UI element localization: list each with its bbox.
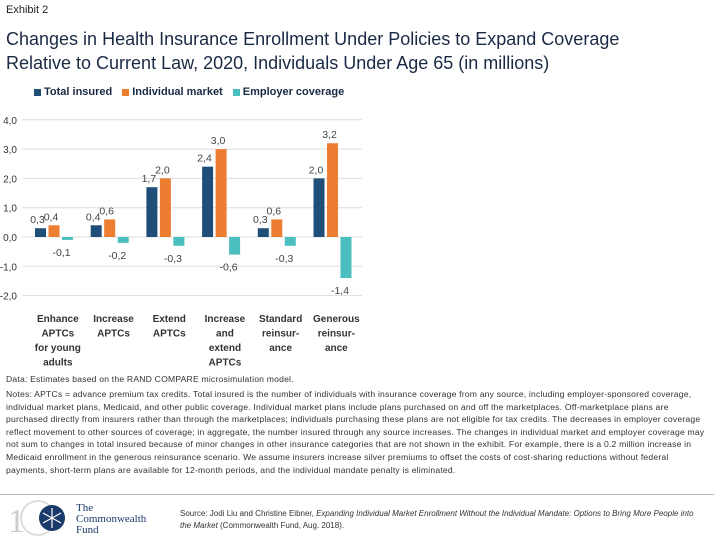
bar <box>340 237 352 279</box>
data-label: 0,3 <box>253 214 268 226</box>
x-tick-label: APTCs <box>209 358 242 369</box>
x-tick-label: APTCs <box>97 329 130 340</box>
y-tick-label: -1,0 <box>0 262 17 273</box>
bar <box>146 187 158 237</box>
legend: Total insured Individual market Employer… <box>34 86 344 98</box>
bar <box>271 219 283 237</box>
legend-swatch <box>122 88 130 96</box>
notes: Notes: APTCs = advance premium tax credi… <box>6 389 705 475</box>
x-tick-label: ance <box>269 343 292 354</box>
data-label: 2,0 <box>155 164 170 176</box>
x-tick-label: Generous <box>313 314 360 325</box>
x-tick-label: and <box>216 329 234 340</box>
data-label: 2,0 <box>309 164 324 176</box>
x-tick-label: for young <box>35 343 81 354</box>
bar <box>48 225 60 237</box>
x-tick-label: reinsur- <box>262 329 299 340</box>
svg-text:1: 1 <box>8 503 25 536</box>
bar <box>159 178 171 237</box>
legend-label: Employer coverage <box>242 86 345 98</box>
logo-line: The <box>76 502 94 514</box>
data-label: 1,7 <box>142 173 157 185</box>
legend-label: Total insured <box>44 86 113 98</box>
data-note: Data: Estimates based on the RAND COMPAR… <box>6 374 294 384</box>
y-tick-label: 2,0 <box>3 174 17 185</box>
x-tick-label: Increase <box>205 314 246 325</box>
legend-item-individual: Individual market <box>122 86 223 98</box>
logo-line: Fund <box>76 524 99 536</box>
bar <box>90 225 102 237</box>
source-citation: Source: Jodi Liu and Christine Eibner, E… <box>180 508 700 532</box>
x-tick-label: extend <box>209 343 241 354</box>
bar <box>104 219 116 237</box>
chart-title: Changes in Health Insurance Enrollment U… <box>6 27 716 75</box>
data-label: 2,4 <box>197 153 212 165</box>
data-label: 0,6 <box>99 205 114 217</box>
y-tick-label: -2,0 <box>0 292 17 303</box>
bar <box>202 166 214 237</box>
data-label: 3,2 <box>322 129 337 141</box>
x-tick-label: reinsur- <box>318 329 355 340</box>
x-tick-label: APTCs <box>153 329 186 340</box>
x-tick-label: ance <box>325 343 348 354</box>
y-tick-label: 4,0 <box>3 116 17 127</box>
legend-swatch <box>232 88 240 96</box>
x-tick-label: Standard <box>259 314 302 325</box>
title-line-2: Relative to Current Law, 2020, Individua… <box>6 53 550 73</box>
bar-chart: -2,0-1,00,01,02,03,04,00,30,4-0,1Enhance… <box>0 116 362 369</box>
bar <box>173 237 185 246</box>
source-prefix: Source: Jodi Liu and Christine Eibner, <box>180 509 317 518</box>
bar <box>313 178 325 237</box>
bar <box>284 237 296 246</box>
title-line-1: Changes in Health Insurance Enrollment U… <box>6 29 620 49</box>
data-label: -0,3 <box>275 253 293 265</box>
x-tick-label: Extend <box>153 314 186 325</box>
legend-swatch <box>34 88 41 96</box>
bar <box>62 237 73 240</box>
logo-line: Commonwealth <box>76 513 147 525</box>
exhibit-label: Exhibit 2 <box>6 4 49 16</box>
y-tick-label: 0,0 <box>3 233 17 244</box>
bar <box>327 143 338 237</box>
divider <box>0 494 714 495</box>
commonwealth-fund-logo-icon: 1 <box>8 500 65 536</box>
data-label: -0,3 <box>164 253 182 265</box>
bar <box>35 228 46 237</box>
x-tick-label: APTCs <box>41 329 74 340</box>
data-label: -0,6 <box>220 262 238 274</box>
data-label: -0,1 <box>52 247 70 259</box>
bar <box>257 228 269 237</box>
legend-item-total: Total insured <box>34 86 112 98</box>
y-tick-label: 1,0 <box>3 204 17 215</box>
x-tick-label: Increase <box>93 314 134 325</box>
x-tick-label: adults <box>43 358 73 369</box>
data-label: 0,3 <box>30 214 45 226</box>
bar <box>229 237 241 255</box>
data-label: -0,2 <box>108 250 126 262</box>
y-tick-label: 3,0 <box>3 145 17 156</box>
x-tick-label: Enhance <box>37 314 79 325</box>
data-label: 0,6 <box>266 205 281 217</box>
data-label: 0,4 <box>86 211 101 223</box>
legend-item-employer: Employer coverage <box>232 86 345 98</box>
legend-label: Individual market <box>132 86 223 98</box>
data-label: -1,4 <box>331 285 349 297</box>
source-title: Expanding Individual Market Enrollment W… <box>180 509 694 530</box>
data-label: 3,0 <box>211 135 226 147</box>
data-label: 0,4 <box>44 211 59 223</box>
logo-text: The Commonwealth Fund <box>76 503 146 536</box>
bar <box>117 237 129 243</box>
source-suffix: (Commonwealth Fund, Aug. 2018). <box>217 521 345 530</box>
bar <box>215 149 227 237</box>
